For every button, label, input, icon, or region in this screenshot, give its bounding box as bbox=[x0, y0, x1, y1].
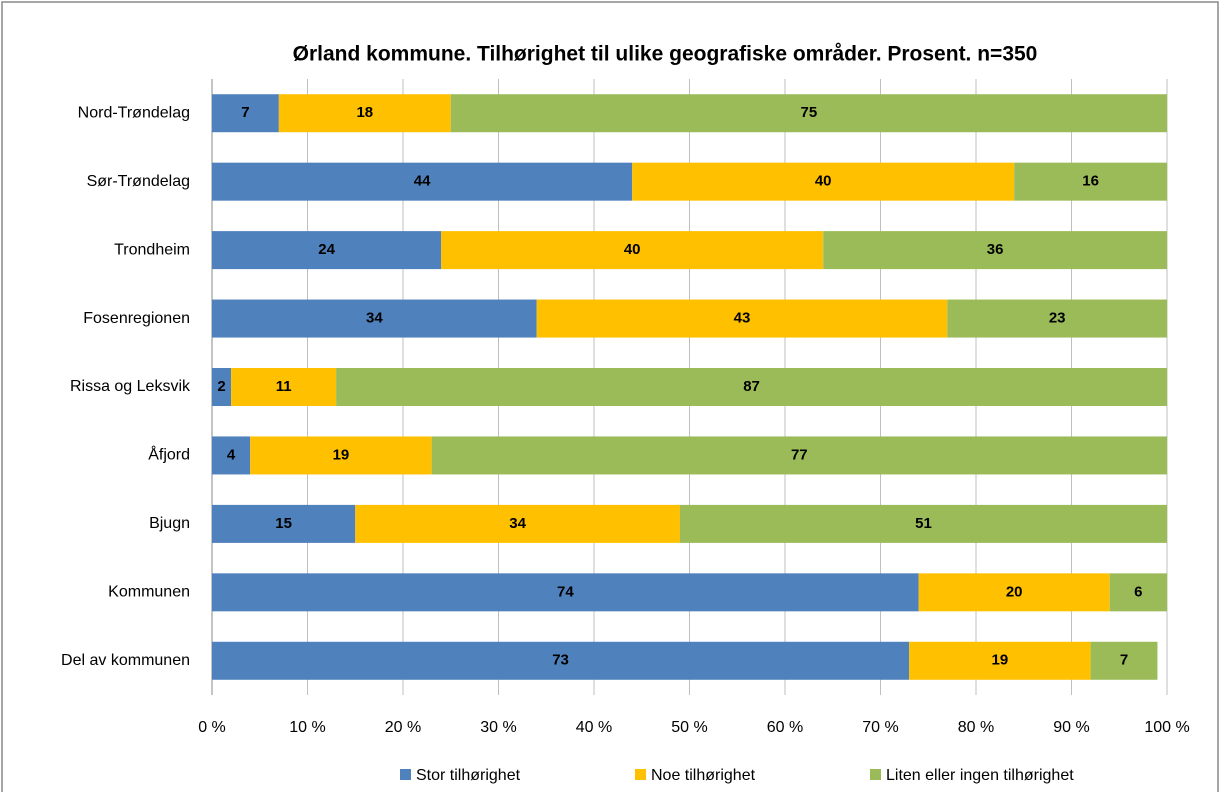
data-label: 2 bbox=[217, 378, 225, 395]
legend-swatch bbox=[400, 769, 411, 780]
x-tick-label: 50 % bbox=[671, 719, 707, 736]
x-tick-label: 0 % bbox=[198, 719, 226, 736]
bar-segment bbox=[212, 162, 633, 201]
y-tick-label: Åfjord bbox=[148, 445, 190, 464]
bar-segment bbox=[1109, 573, 1167, 612]
bar-segment bbox=[632, 162, 1015, 201]
bar-segment bbox=[823, 231, 1167, 270]
legend-swatch bbox=[870, 769, 881, 780]
bar-segment bbox=[431, 436, 1167, 475]
bar-segment bbox=[536, 299, 948, 338]
data-label: 6 bbox=[1134, 583, 1142, 600]
data-label: 16 bbox=[1082, 173, 1099, 190]
bar-segment bbox=[441, 231, 824, 270]
legend-swatch bbox=[635, 769, 646, 780]
bar-segment bbox=[450, 94, 1167, 133]
x-tick-label: 90 % bbox=[1053, 719, 1089, 736]
x-tick-label: 60 % bbox=[767, 719, 803, 736]
data-label: 7 bbox=[241, 104, 249, 121]
chart-title: Ørland kommune. Tilhørighet til ulike ge… bbox=[293, 43, 1038, 66]
bar-segment bbox=[909, 641, 1091, 680]
data-label: 7 bbox=[1120, 652, 1128, 669]
bar-segment bbox=[212, 368, 232, 406]
x-tick-label: 40 % bbox=[576, 719, 612, 736]
x-tick-label: 30 % bbox=[480, 719, 516, 736]
data-label: 77 bbox=[791, 446, 808, 463]
data-label: 43 bbox=[734, 310, 751, 327]
y-tick-label: Sør-Trøndelag bbox=[87, 173, 190, 190]
x-tick-label: 10 % bbox=[289, 719, 325, 736]
y-tick-label: Rissa og Leksvik bbox=[70, 378, 191, 395]
bar-segment bbox=[679, 504, 1167, 543]
data-label: 40 bbox=[624, 241, 641, 258]
legend-label: Liten eller ingen tilhørighet bbox=[886, 767, 1074, 784]
data-label: 36 bbox=[987, 241, 1004, 258]
bar-segment bbox=[212, 94, 279, 133]
data-label: 34 bbox=[509, 515, 526, 532]
y-tick-label: Kommunen bbox=[108, 584, 190, 601]
data-label: 11 bbox=[276, 378, 292, 395]
data-label: 34 bbox=[366, 310, 383, 327]
data-label: 40 bbox=[815, 173, 832, 190]
data-label: 44 bbox=[414, 173, 431, 190]
bar-segment bbox=[212, 573, 919, 612]
bar-segment bbox=[231, 368, 337, 406]
data-label: 4 bbox=[227, 446, 236, 463]
data-label: 19 bbox=[333, 446, 350, 463]
data-label: 74 bbox=[557, 583, 574, 600]
bar-segment bbox=[1014, 162, 1167, 201]
bar-segment bbox=[278, 94, 451, 133]
data-label: 19 bbox=[992, 652, 1009, 669]
x-tick-label: 100 % bbox=[1144, 719, 1189, 736]
data-label: 87 bbox=[743, 378, 760, 395]
data-label: 15 bbox=[275, 515, 292, 532]
bar-segment bbox=[947, 299, 1167, 338]
y-tick-label: Bjugn bbox=[149, 515, 190, 532]
data-label: 23 bbox=[1049, 310, 1066, 327]
x-tick-label: 20 % bbox=[385, 719, 421, 736]
bar-segment bbox=[1090, 641, 1158, 680]
y-tick-label: Del av kommunen bbox=[61, 652, 190, 669]
bar-segment bbox=[336, 368, 1167, 406]
bar-segment bbox=[212, 504, 356, 543]
bar-segment bbox=[918, 573, 1110, 612]
bar-segment bbox=[212, 299, 537, 338]
y-tick-label: Nord-Trøndelag bbox=[78, 104, 190, 121]
x-tick-label: 80 % bbox=[958, 719, 994, 736]
legend-label: Noe tilhørighet bbox=[651, 767, 756, 784]
data-label: 73 bbox=[552, 652, 569, 669]
bar-segment bbox=[250, 436, 432, 475]
data-label: 75 bbox=[801, 104, 818, 121]
bar-segment bbox=[355, 504, 680, 543]
bar-segment bbox=[212, 436, 251, 475]
legend-label: Stor tilhørighet bbox=[416, 767, 521, 784]
y-tick-label: Trondheim bbox=[114, 241, 190, 258]
y-tick-label: Fosenregionen bbox=[83, 310, 190, 327]
data-label: 51 bbox=[915, 515, 932, 532]
data-label: 20 bbox=[1006, 583, 1023, 600]
bar-segment bbox=[212, 641, 910, 680]
data-label: 24 bbox=[318, 241, 335, 258]
bar-segment bbox=[212, 231, 442, 270]
data-label: 18 bbox=[356, 104, 373, 121]
x-tick-label: 70 % bbox=[862, 719, 898, 736]
